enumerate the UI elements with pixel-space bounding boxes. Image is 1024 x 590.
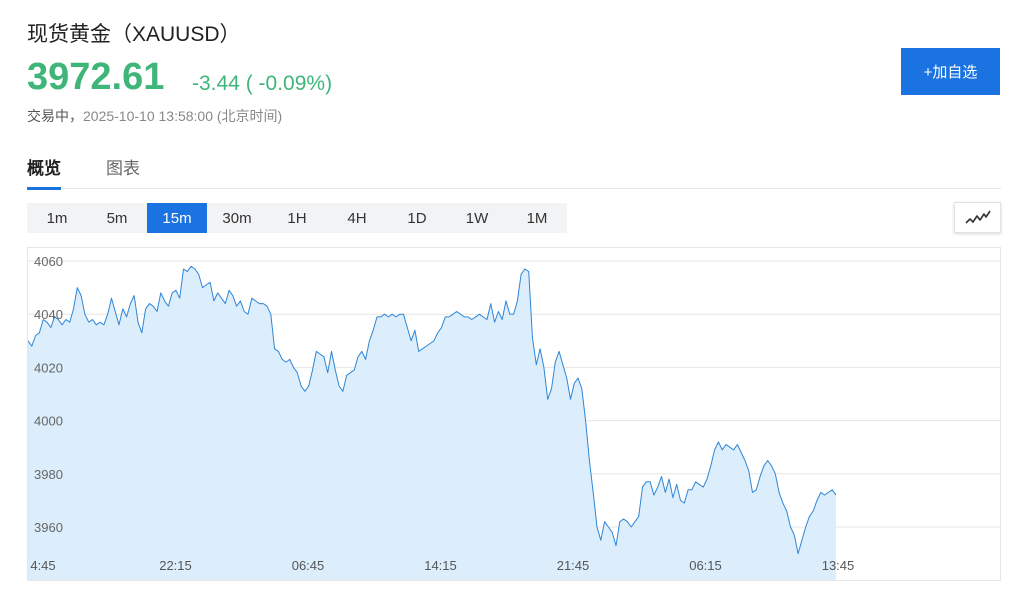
- series-area: [28, 266, 836, 580]
- tab-chart[interactable]: 图表: [106, 159, 140, 178]
- period-1m[interactable]: 1m: [46, 209, 68, 227]
- timestamp: 2025-10-10 13:58:00 (北京时间): [83, 108, 283, 124]
- y-tick-label: 4040: [34, 307, 63, 322]
- trading-status-label: 交易中，: [27, 108, 83, 124]
- trading-status: 交易中，2025-10-10 13:58:00 (北京时间): [27, 106, 282, 126]
- x-tick-label: 06:15: [689, 558, 722, 573]
- line-chart-icon: [964, 210, 991, 224]
- y-tick-label: 4020: [34, 360, 63, 375]
- period-1h[interactable]: 1H: [287, 209, 307, 227]
- y-tick-label: 4000: [34, 414, 63, 429]
- period-selector: 1m 5m 15m 30m 1H 4H 1D 1W 1M: [27, 203, 567, 233]
- instrument-title: 现货黄金（XAUUSD）: [27, 23, 241, 46]
- chart-type-button[interactable]: [954, 202, 1001, 233]
- period-1mo[interactable]: 1M: [526, 209, 548, 227]
- period-15m[interactable]: 15m: [147, 203, 207, 233]
- x-tick-label: 06:45: [292, 558, 325, 573]
- price-chart: 4060 4040 4020 4000 3980 3960 4:45 22:15 06:45 14…: [27, 247, 1001, 581]
- y-tick-label: 3980: [34, 467, 63, 482]
- period-1w[interactable]: 1W: [465, 209, 489, 227]
- period-30m[interactable]: 30m: [222, 209, 252, 227]
- period-4h[interactable]: 4H: [347, 209, 367, 227]
- tab-overview[interactable]: 概览: [27, 154, 61, 190]
- price-change: -3.44 ( -0.09%): [192, 72, 333, 95]
- x-tick-label: 4:45: [30, 558, 55, 573]
- x-tick-label: 22:15: [159, 558, 192, 573]
- y-tick-label: 3960: [34, 520, 63, 535]
- current-price: 3972.61: [27, 56, 165, 98]
- period-1d[interactable]: 1D: [407, 209, 427, 227]
- x-tick-label: 13:45: [822, 558, 855, 573]
- price-chart-svg: 4060 4040 4020 4000 3980 3960 4:45 22:15 06:45 14…: [28, 254, 1000, 580]
- y-tick-label: 4060: [34, 254, 63, 269]
- series-line: [28, 265, 837, 555]
- x-tick-label: 14:15: [424, 558, 457, 573]
- tab-bar: 概览 图表: [27, 150, 1001, 190]
- period-5m[interactable]: 5m: [106, 209, 128, 227]
- x-tick-label: 21:45: [557, 558, 590, 573]
- add-watchlist-button[interactable]: +加自选: [901, 48, 1000, 95]
